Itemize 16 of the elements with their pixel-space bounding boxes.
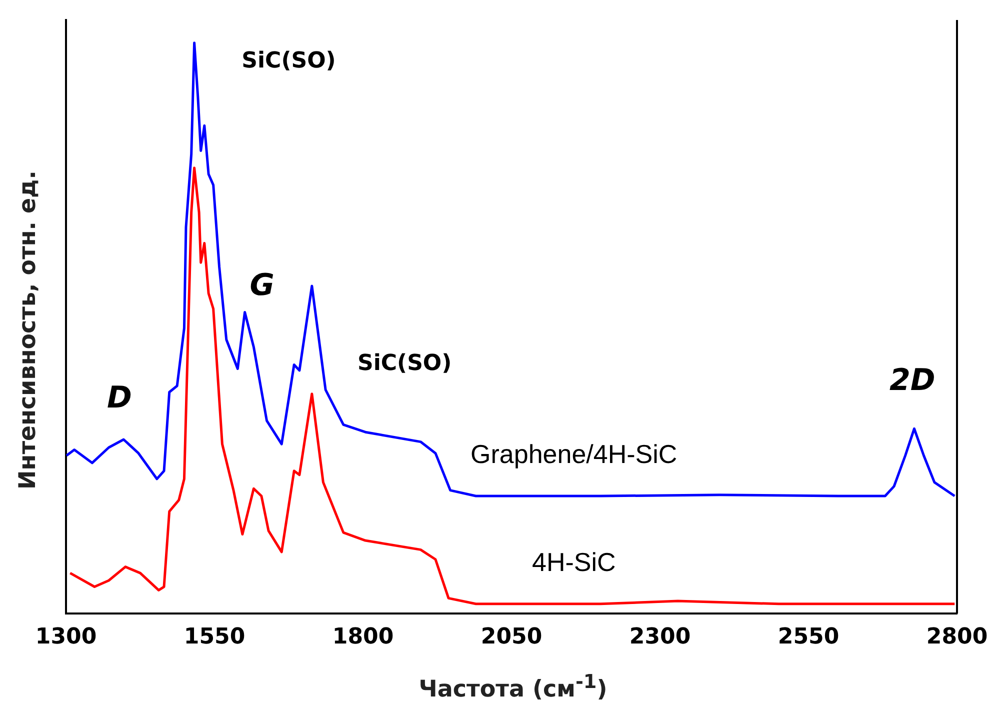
- series-label: 4H-SiC: [532, 547, 616, 578]
- y-axis-title: Интенсивность, отн. ед.: [15, 170, 41, 490]
- annotation: 2D: [890, 362, 936, 398]
- x-axis-title: Частота (см$^{-1}$): [418, 670, 608, 703]
- x-tick-label: 1550: [184, 624, 246, 650]
- x-tick-label: 2300: [629, 624, 691, 650]
- series-label: Graphene/4H-SiC: [470, 439, 678, 470]
- x-tick-label: 1800: [332, 624, 394, 650]
- x-tick-label: 2550: [778, 624, 840, 650]
- annotation: SiC(SO): [242, 48, 336, 74]
- x-tick-label: 2800: [926, 624, 988, 650]
- x-tick-label: 1300: [35, 624, 97, 650]
- annotation: G: [250, 268, 274, 303]
- annotation: D: [107, 380, 132, 416]
- x-tick-label: 2050: [480, 624, 542, 650]
- annotation: SiC(SO): [357, 351, 452, 376]
